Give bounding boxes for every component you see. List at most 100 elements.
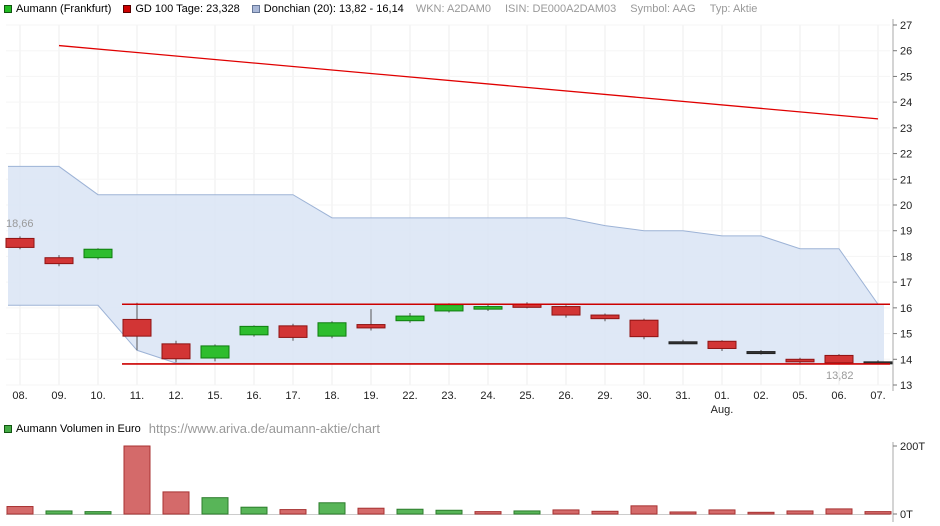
volume-bar [591, 510, 619, 515]
volume-bar [279, 509, 307, 515]
volume-bar [6, 506, 34, 515]
volume-bar [201, 497, 229, 515]
y-tick-label: 23 [900, 123, 912, 135]
candle-body [434, 304, 464, 312]
y-tick-label: 22 [900, 149, 912, 161]
candle-body [824, 354, 854, 364]
isin-label: ISIN: DE000A2DAM03 [505, 3, 617, 15]
y-tick-label: 24 [900, 97, 912, 109]
volume-bar [162, 491, 190, 515]
y-tick-label: 16 [900, 303, 912, 315]
donchian-series-swatch-icon [251, 5, 260, 13]
x-tick-label: 25. [519, 390, 534, 402]
gd100-line [58, 44, 879, 120]
donchian-band [8, 166, 884, 364]
volume-bar [357, 507, 385, 515]
price-series-swatch-icon [4, 5, 12, 13]
volume-legend: Aumann Volumen in Euro https://www.ariva… [0, 421, 380, 436]
candlestick-chart: 18,66 13,82 27 26 25 24 23 22 21 20 19 18 17 16 15 14 13… [5, 19, 912, 416]
x-tick-label: 06. [831, 390, 846, 402]
x-axis: 08. 09. 10. 11. 12. 15. 16. 17. 18. 19. 22. 23. 24. 2… [12, 390, 885, 416]
x-month-label: Aug. [711, 404, 734, 416]
y-tick-label: 20 [900, 200, 912, 212]
y-tick-label: 27 [900, 20, 912, 32]
x-tick-label: 23. [441, 390, 456, 402]
x-tick-label: 18. [324, 390, 339, 402]
y-tick-label: 15 [900, 329, 912, 341]
y-tick-label: 14 [900, 354, 912, 366]
symbol-label: Symbol: AAG [630, 3, 696, 15]
x-tick-label: 05. [792, 390, 807, 402]
x-tick-label: 08. [12, 390, 27, 402]
y-tick-label: 21 [900, 174, 912, 186]
x-tick-label: 12. [168, 390, 183, 402]
price-series-label: Aumann (Frankfurt) [16, 3, 112, 15]
x-tick-label: 10. [90, 390, 105, 402]
volume-tick-label: 200T [900, 441, 925, 453]
y-tick-label: 25 [900, 71, 912, 83]
candle-body [161, 343, 191, 360]
volume-chart-area: 200T 0T [0, 438, 940, 526]
volume-bar [552, 509, 580, 515]
x-tick-label: 19. [363, 390, 378, 402]
candle-body [278, 325, 308, 338]
volume-bar [747, 511, 775, 515]
volume-bar [786, 510, 814, 515]
volume-y-axis: 200T 0T [892, 441, 925, 522]
gd100-series-swatch-icon [123, 5, 132, 13]
volume-bar [240, 506, 268, 515]
donchian-upper-line [8, 165, 884, 305]
volume-bar [864, 511, 892, 515]
volume-bar-chart: 200T 0T [6, 441, 925, 522]
candle-body [317, 322, 347, 337]
y-tick-label: 13 [900, 380, 912, 392]
volume-bar [708, 509, 736, 515]
candle-body [590, 314, 620, 320]
volume-series-label: Aumann Volumen in Euro [16, 422, 141, 435]
gd100-series-label: GD 100 Tage: 23,328 [135, 3, 240, 15]
candle-body [122, 318, 152, 337]
volume-bar [474, 511, 502, 515]
x-tick-label: 07. [870, 390, 885, 402]
volume-series-swatch-icon [4, 424, 12, 433]
candle-body [668, 341, 698, 345]
x-tick-label: 11. [130, 390, 144, 402]
candle-body [239, 325, 269, 336]
x-tick-label: 26. [558, 390, 573, 402]
volume-bar [669, 511, 697, 515]
x-tick-label: 29. [597, 390, 612, 402]
x-tick-label: 01. [714, 390, 729, 402]
candle-body [551, 306, 581, 316]
candle-body [44, 257, 74, 265]
y-tick-label: 18 [900, 251, 912, 263]
volume-tick-label: 0T [900, 509, 913, 521]
chart-source-url: https://www.ariva.de/aumann-aktie/chart [148, 421, 380, 436]
first-price-annotation: 18,66 [6, 218, 34, 230]
x-tick-label: 31. [675, 390, 690, 402]
y-tick-label: 19 [900, 226, 912, 238]
volume-bar [435, 509, 463, 515]
volume-bar [825, 508, 853, 515]
volume-bar [630, 505, 658, 515]
donchian-series-label: Donchian (20): 13,82 - 16,14 [263, 3, 404, 15]
candle-body [200, 345, 230, 359]
main-chart-legend: Aumann (Frankfurt) GD 100 Tage: 23,328 D… [0, 0, 940, 18]
y-tick-label: 17 [900, 277, 912, 289]
volume-bar [123, 445, 151, 515]
candle-body [356, 324, 386, 329]
candle-body [629, 319, 659, 338]
candle-body [785, 358, 815, 363]
x-tick-label: 15. [207, 390, 222, 402]
candle-body [5, 237, 35, 248]
x-tick-label: 22. [402, 390, 417, 402]
price-chart-area: 18,66 13,82 27 26 25 24 23 22 21 20 19 18 17 16 15 14 13… [0, 18, 940, 426]
volume-bar [84, 511, 112, 515]
candle-body [473, 306, 503, 310]
x-tick-label: 02. [753, 390, 768, 402]
x-tick-label: 17. [285, 390, 300, 402]
x-tick-label: 30. [636, 390, 651, 402]
candle-body [746, 351, 776, 355]
x-tick-label: 09. [51, 390, 66, 402]
y-tick-label: 26 [900, 46, 912, 58]
